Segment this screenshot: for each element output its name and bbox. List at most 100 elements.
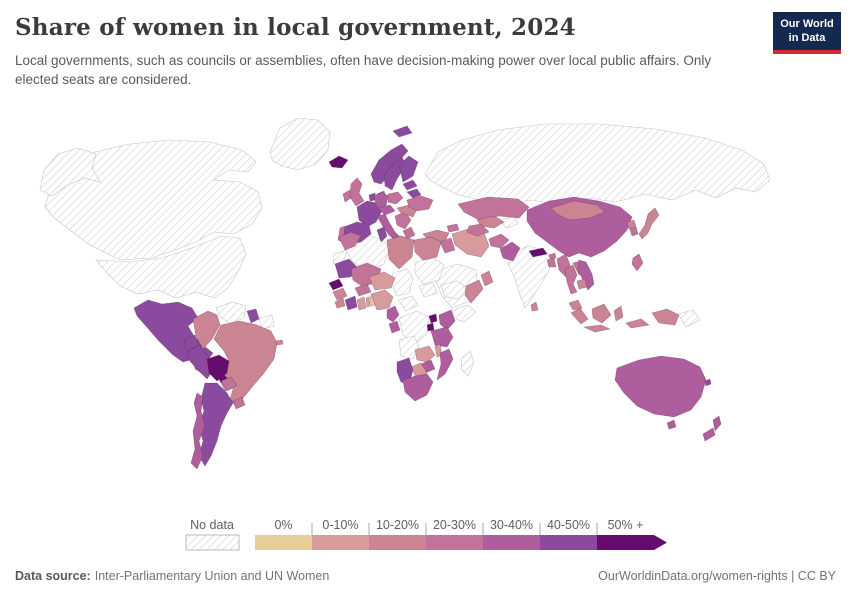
country-nepal[interactable]: [528, 247, 548, 258]
country-united-states-alaska[interactable]: [39, 147, 101, 197]
legend-swatch-4[interactable]: [483, 535, 540, 550]
country-paraguay[interactable]: [220, 376, 238, 392]
country-finland[interactable]: [398, 155, 419, 183]
country-malaysia[interactable]: [568, 299, 583, 311]
legend-arrow-tip[interactable]: [654, 535, 667, 550]
country-south-korea[interactable]: [629, 226, 639, 237]
country-chad[interactable]: [391, 268, 414, 297]
country-ghana[interactable]: [356, 296, 367, 311]
country-vietnam[interactable]: [577, 259, 595, 291]
country-ivory-coast[interactable]: [344, 295, 358, 311]
country-bhutan[interactable]: [548, 252, 557, 260]
country-pakistan[interactable]: [499, 241, 521, 262]
country-venezuela[interactable]: [215, 301, 247, 324]
country-suriname[interactable]: [258, 314, 275, 330]
country-zambia[interactable]: [414, 345, 436, 363]
legend-label-5: 40-50%: [547, 518, 590, 532]
country-canada[interactable]: [44, 139, 263, 261]
country-mozambique[interactable]: [436, 348, 454, 381]
country-madagascar[interactable]: [460, 350, 475, 377]
country-japan[interactable]: [638, 207, 660, 240]
legend-swatch-5[interactable]: [540, 535, 597, 550]
owid-logo[interactable]: Our World in Data: [773, 12, 841, 54]
country-mongolia[interactable]: [550, 200, 606, 221]
legend-swatch-6[interactable]: [597, 535, 654, 550]
country-togo[interactable]: [365, 296, 371, 308]
country-yemen[interactable]: [451, 304, 477, 323]
legend-swatch-3[interactable]: [426, 535, 483, 550]
legend-swatch-0[interactable]: [255, 535, 312, 550]
country-bolivia[interactable]: [206, 354, 230, 382]
country-south-africa[interactable]: [402, 373, 434, 402]
country-guyana[interactable]: [246, 308, 260, 324]
country-kazakhstan[interactable]: [457, 196, 530, 221]
country-south-sudan[interactable]: [418, 282, 438, 298]
country-russia[interactable]: [424, 123, 771, 206]
country-sri-lanka[interactable]: [530, 301, 539, 312]
legend-swatch-1[interactable]: [312, 535, 369, 550]
country-sudan[interactable]: [414, 257, 445, 285]
country-bangladesh[interactable]: [546, 257, 557, 268]
country-svalbard[interactable]: [392, 125, 413, 138]
country-baltics[interactable]: [402, 179, 418, 191]
country-philippines[interactable]: [631, 253, 644, 272]
country-indonesia[interactable]: [570, 303, 680, 333]
owid-logo-line2: in Data: [788, 32, 826, 45]
country-poland[interactable]: [387, 191, 404, 205]
country-ireland[interactable]: [342, 189, 352, 203]
country-new-zealand[interactable]: [702, 415, 722, 442]
country-norway[interactable]: [370, 143, 409, 185]
country-thailand[interactable]: [564, 264, 578, 295]
country-oman[interactable]: [480, 270, 494, 287]
owid-url-license[interactable]: OurWorldinData.org/women-rights | CC BY: [598, 569, 836, 583]
country-rwanda-burundi[interactable]: [426, 322, 435, 332]
country-china[interactable]: [526, 196, 633, 258]
country-greece[interactable]: [402, 226, 416, 240]
country-tanzania[interactable]: [430, 326, 454, 348]
country-colombia[interactable]: [192, 310, 221, 350]
country-belarus[interactable]: [406, 188, 422, 199]
country-gabon-congo[interactable]: [388, 320, 401, 334]
country-guinea[interactable]: [332, 287, 348, 301]
country-ukraine[interactable]: [406, 195, 434, 212]
country-somalia[interactable]: [464, 279, 484, 304]
country-uruguay[interactable]: [232, 396, 246, 410]
country-niger[interactable]: [368, 271, 396, 291]
country-united-states[interactable]: [95, 235, 247, 299]
country-caucasus[interactable]: [446, 223, 460, 233]
country-morocco[interactable]: [338, 231, 362, 251]
country-greenland[interactable]: [269, 117, 331, 171]
country-united-kingdom[interactable]: [349, 177, 365, 207]
legend-swatch-2[interactable]: [369, 535, 426, 550]
country-cambodia[interactable]: [576, 278, 588, 290]
country-papua-new-guinea[interactable]: [677, 309, 701, 328]
country-central-african-republic[interactable]: [397, 295, 419, 312]
country-libya[interactable]: [386, 235, 415, 270]
country-afghanistan[interactable]: [488, 233, 510, 249]
country-czechia-austria[interactable]: [377, 204, 396, 216]
country-dr-congo[interactable]: [398, 310, 430, 345]
country-new-caledonia[interactable]: [704, 378, 712, 387]
legend-label-6: 50% +: [608, 518, 644, 532]
country-nigeria[interactable]: [370, 289, 394, 311]
country-north-korea[interactable]: [626, 219, 637, 230]
country-uganda[interactable]: [428, 313, 438, 324]
country-egypt[interactable]: [413, 236, 442, 261]
country-australia[interactable]: [614, 355, 707, 430]
country-algeria[interactable]: [345, 234, 391, 272]
country-sierra-leone-liberia[interactable]: [334, 297, 346, 309]
country-ecuador[interactable]: [183, 334, 199, 353]
country-chile[interactable]: [190, 392, 206, 470]
country-germany[interactable]: [373, 191, 389, 209]
country-iraq[interactable]: [439, 237, 456, 254]
country-kenya[interactable]: [438, 309, 456, 331]
country-kyrgyzstan-tajikistan[interactable]: [499, 215, 519, 229]
country-turkmenistan[interactable]: [466, 223, 490, 237]
country-cameroon[interactable]: [386, 305, 400, 323]
country-iceland[interactable]: [328, 155, 349, 169]
country-tunisia[interactable]: [376, 226, 388, 243]
country-senegal[interactable]: [328, 278, 344, 291]
legend-no-data-swatch[interactable]: [185, 534, 240, 551]
country-burkina-faso[interactable]: [354, 283, 372, 297]
country-ethiopia[interactable]: [440, 280, 468, 300]
